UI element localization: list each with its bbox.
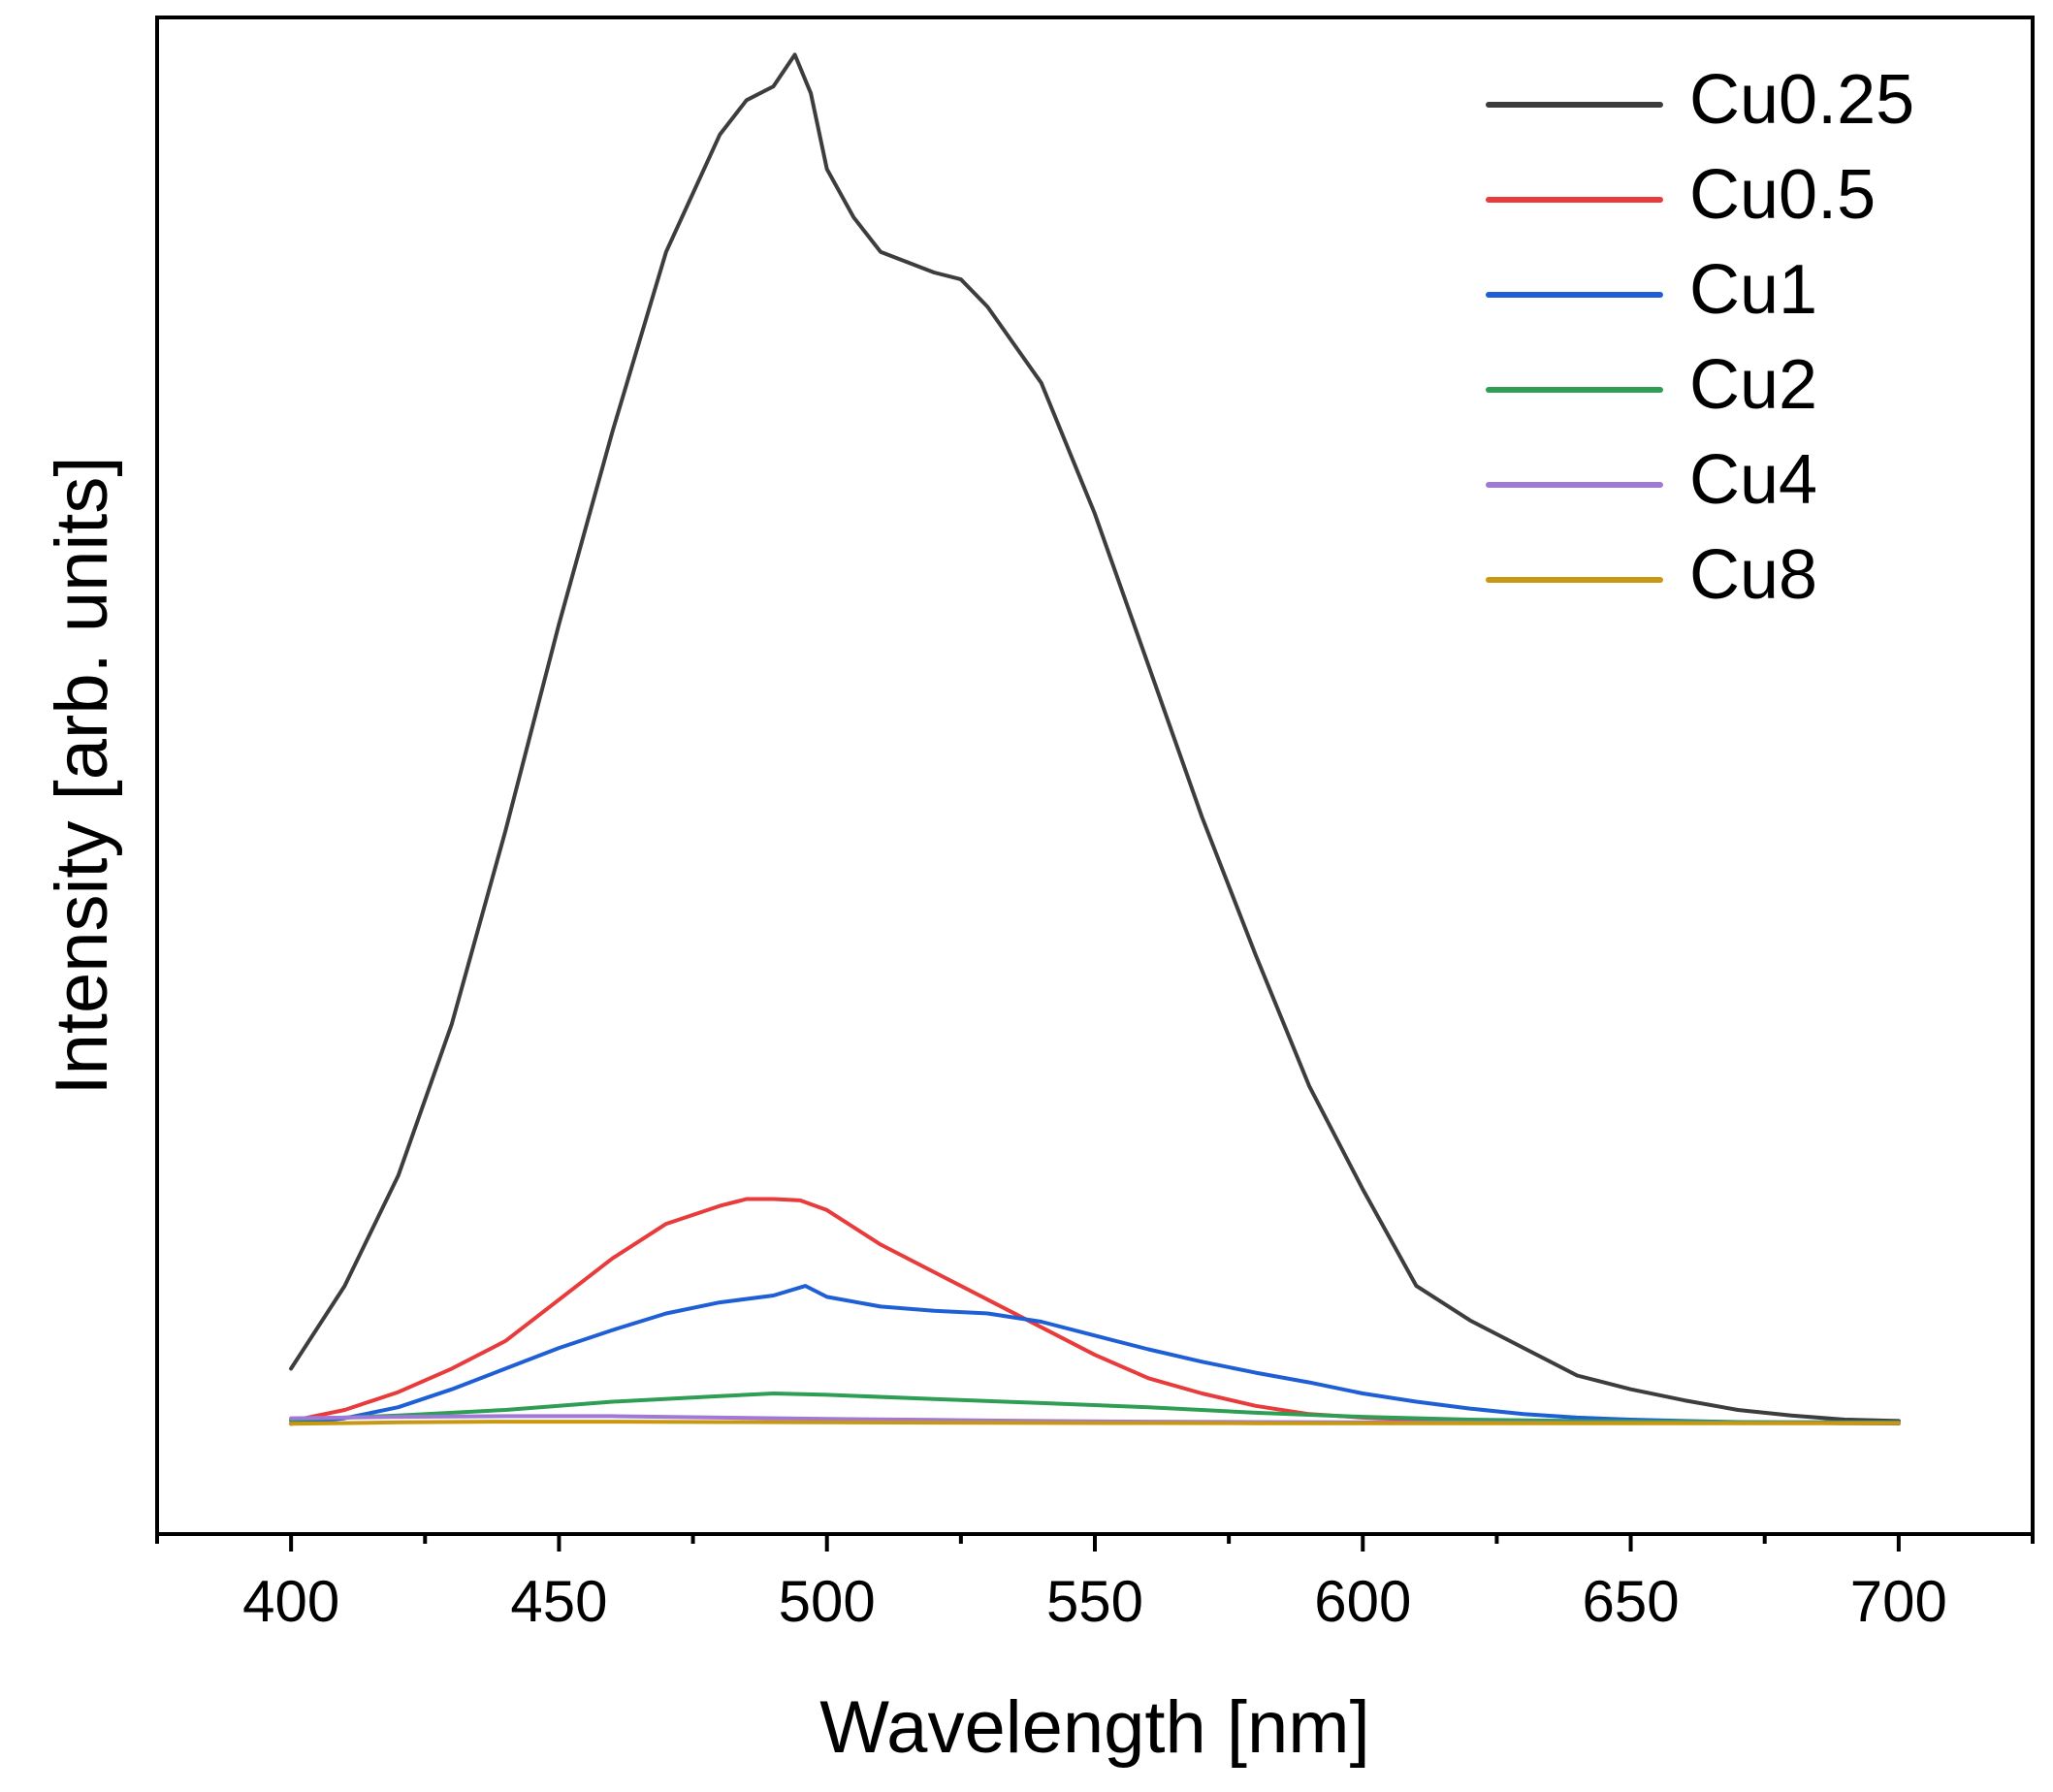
series-line-cu1 <box>289 1284 1901 1426</box>
series-layer <box>289 52 1901 1426</box>
series-line-cu8 <box>289 1420 1901 1426</box>
legend-label-cu4: Cu4 <box>1689 441 1817 519</box>
legend-label-cu8: Cu8 <box>1689 536 1817 614</box>
x-tick-label: 400 <box>242 1569 339 1634</box>
legend-label-cu0-5: Cu0.5 <box>1689 156 1876 234</box>
x-tick-label: 500 <box>779 1569 876 1634</box>
x-tick-label: 550 <box>1046 1569 1143 1634</box>
legend: Cu0.25 Cu0.5 Cu1 Cu2 Cu4 Cu8 <box>1486 61 1914 614</box>
legend-label-cu1: Cu1 <box>1689 251 1817 329</box>
x-tick-label: 600 <box>1314 1569 1411 1634</box>
legend-label-cu2: Cu2 <box>1689 346 1817 424</box>
x-axis: 400 450 500 550 600 650 700 <box>155 1534 2035 1634</box>
legend-label-cu0-25: Cu0.25 <box>1689 61 1914 139</box>
x-tick-label: 450 <box>510 1569 607 1634</box>
x-tick-label: 700 <box>1850 1569 1947 1634</box>
y-axis-title: Intensity [arb. units] <box>41 457 123 1096</box>
series-line-cu0-25 <box>289 52 1901 1424</box>
x-tick-label: 650 <box>1583 1569 1680 1634</box>
x-axis-title: Wavelength [nm] <box>819 1686 1369 1769</box>
